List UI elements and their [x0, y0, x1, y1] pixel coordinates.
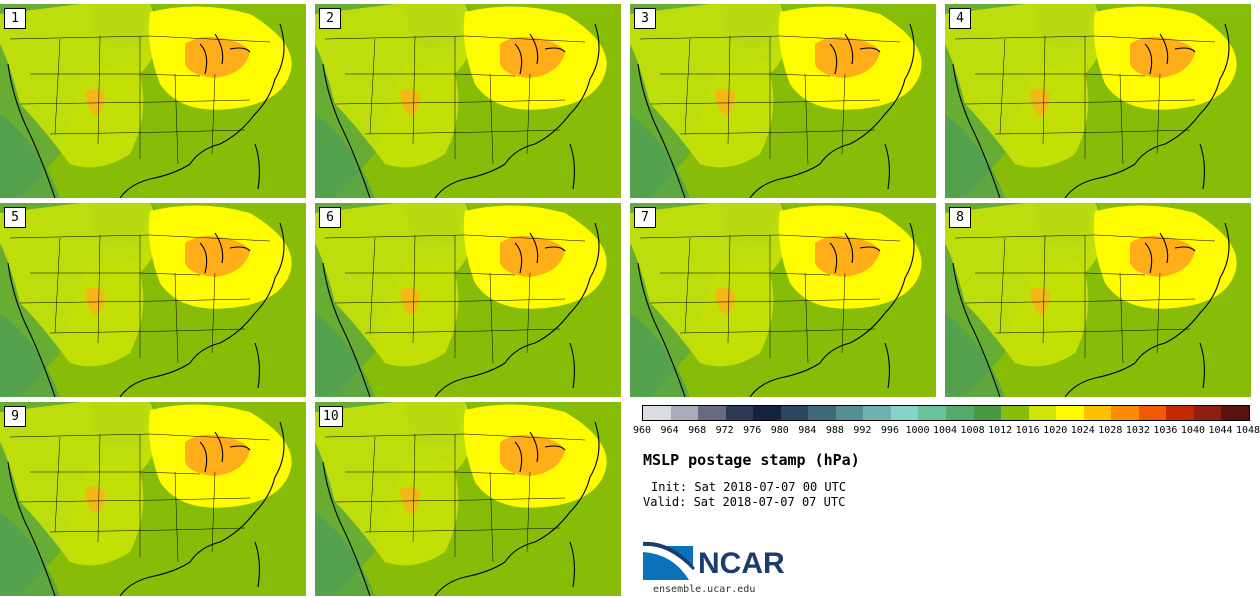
- website-url: ensemble.ucar.edu: [653, 584, 756, 595]
- colorbar-tick: 992: [853, 425, 872, 436]
- init-time: Init: Sat 2018-07-07 00 UTC: [651, 480, 847, 494]
- member-number-label: 4: [949, 8, 971, 29]
- colorbar-swatch: [890, 406, 919, 420]
- mslp-map-panel: 8: [945, 203, 1251, 397]
- member-number-label: 6: [319, 207, 341, 228]
- colorbar-tick-labels: 960 964 968 972 976 980 984 988 992 996 1000 1004 10…: [632, 425, 1260, 439]
- mslp-map-panel: 1: [0, 4, 306, 198]
- colorbar-swatch: [1056, 406, 1085, 420]
- colorbar-tick: 968: [688, 425, 707, 436]
- colorbar-swatch: [863, 406, 892, 420]
- mslp-map-panel: 4: [945, 4, 1251, 198]
- valid-time: Valid: Sat 2018-07-07 07 UTC: [643, 495, 846, 509]
- colorbar-tick: 988: [825, 425, 844, 436]
- mslp-map-panel: 7: [630, 203, 936, 397]
- colorbar-tick: 984: [798, 425, 817, 436]
- colorbar-swatch: [643, 406, 672, 420]
- colorbar-tick: 1036: [1153, 425, 1178, 436]
- colorbar-swatch: [1166, 406, 1195, 420]
- ncar-logo-icon: [643, 541, 695, 580]
- member-number-label: 9: [4, 406, 26, 427]
- member-number-label: 3: [634, 8, 656, 29]
- colorbar-swatch: [1221, 406, 1250, 420]
- colorbar-tick: 1012: [988, 425, 1013, 436]
- colorbar-tick: 1016: [1015, 425, 1040, 436]
- colorbar-swatch: [670, 406, 699, 420]
- colorbar-tick: 960: [633, 425, 652, 436]
- colorbar-swatch: [753, 406, 782, 420]
- colorbar-swatch: [1001, 406, 1030, 420]
- colorbar-tick: 972: [715, 425, 734, 436]
- colorbar-tick: 964: [660, 425, 679, 436]
- colorbar-tick: 1008: [960, 425, 985, 436]
- colorbar-tick: 1000: [905, 425, 930, 436]
- colorbar-tick: 976: [743, 425, 762, 436]
- mslp-map-panel: 10: [315, 402, 621, 596]
- colorbar-swatch: [1083, 406, 1112, 420]
- colorbar-swatch: [725, 406, 754, 420]
- colorbar-tick: 1048: [1236, 425, 1260, 436]
- colorbar-swatch: [1193, 406, 1222, 420]
- member-number-label: 2: [319, 8, 341, 29]
- colorbar-swatch: [835, 406, 864, 420]
- colorbar-swatch: [973, 406, 1002, 420]
- colorbar-swatch: [1111, 406, 1140, 420]
- colorbar-tick: 1028: [1098, 425, 1123, 436]
- member-number-label: 5: [4, 207, 26, 228]
- colorbar-tick: 1032: [1125, 425, 1150, 436]
- member-number-label: 7: [634, 207, 656, 228]
- colorbar-swatch: [1028, 406, 1057, 420]
- colorbar-swatch: [780, 406, 809, 420]
- colorbar-tick: 996: [880, 425, 899, 436]
- member-number-label: 8: [949, 207, 971, 228]
- ncar-logo-text: NCAR: [698, 547, 785, 580]
- colorbar-swatch: [918, 406, 947, 420]
- colorbar-swatch: [808, 406, 837, 420]
- member-number-label: 1: [4, 8, 26, 29]
- colorbar-swatch: [946, 406, 975, 420]
- colorbar-tick: 1044: [1208, 425, 1233, 436]
- colorbar-tick: 1040: [1180, 425, 1205, 436]
- colorbar-tick: 1004: [933, 425, 958, 436]
- colorbar-tick: 980: [770, 425, 789, 436]
- colorbar-swatch: [698, 406, 727, 420]
- mslp-map-panel: 3: [630, 4, 936, 198]
- colorbar-tick: 1024: [1070, 425, 1095, 436]
- chart-title: MSLP postage stamp (hPa): [643, 451, 860, 469]
- mslp-map-panel: 9: [0, 402, 306, 596]
- colorbar-tick: 1020: [1043, 425, 1068, 436]
- mslp-map-panel: 5: [0, 203, 306, 397]
- pressure-colorbar: [642, 405, 1250, 421]
- mslp-map-panel: 6: [315, 203, 621, 397]
- colorbar-swatch: [1138, 406, 1167, 420]
- mslp-map-panel: 2: [315, 4, 621, 198]
- member-number-label: 10: [319, 406, 343, 427]
